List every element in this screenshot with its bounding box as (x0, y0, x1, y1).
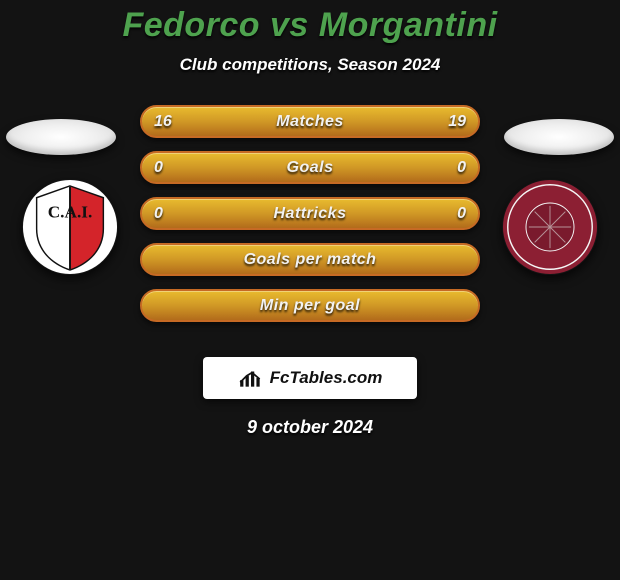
stat-label: Min per goal (260, 297, 360, 315)
stat-right-value: 0 (457, 205, 466, 223)
stat-row-matches: 16 Matches 19 (140, 105, 480, 138)
stat-right-value: 19 (448, 113, 466, 131)
stats-stage: C.A.I. 16 Matches 19 (0, 105, 620, 335)
subtitle: Club competitions, Season 2024 (0, 55, 620, 75)
brand-text: FcTables.com (270, 368, 383, 388)
stat-left-value: 0 (154, 205, 163, 223)
brand-badge: FcTables.com (203, 357, 417, 399)
stat-label: Matches (276, 113, 344, 131)
stat-pill-list: 16 Matches 19 0 Goals 0 0 Hattricks 0 Go… (140, 105, 480, 322)
player-left-head (6, 119, 116, 155)
date-label: 9 october 2024 (0, 417, 620, 438)
stat-row-hattricks: 0 Hattricks 0 (140, 197, 480, 230)
stat-row-goals: 0 Goals 0 (140, 151, 480, 184)
stat-row-goals-per-match: Goals per match (140, 243, 480, 276)
stat-left-value: 0 (154, 159, 163, 177)
stat-left-value: 16 (154, 113, 172, 131)
team-right-crest (502, 179, 598, 275)
player-right-head (504, 119, 614, 155)
page-title: Fedorco vs Morgantini (0, 0, 620, 45)
stat-row-min-per-goal: Min per goal (140, 289, 480, 322)
stat-label: Hattricks (274, 205, 347, 223)
stat-label: Goals per match (244, 251, 377, 269)
shield-red-white-icon: C.A.I. (22, 179, 118, 275)
bar-chart-icon (238, 367, 264, 389)
circle-maroon-icon (502, 179, 598, 275)
stat-right-value: 0 (457, 159, 466, 177)
comparison-card: Fedorco vs Morgantini Club competitions,… (0, 0, 620, 580)
team-left-crest: C.A.I. (22, 179, 118, 275)
stat-label: Goals (287, 159, 334, 177)
svg-text:C.A.I.: C.A.I. (48, 202, 93, 221)
